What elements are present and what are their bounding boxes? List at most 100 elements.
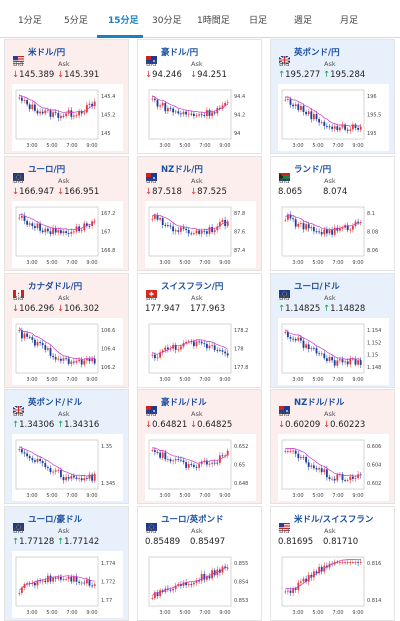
candle-up [80, 582, 83, 584]
candlestick-chart[interactable]: 0.606 0.604 0.602 3:00 5:00 7:00 9:00 [278, 434, 389, 501]
candlestick-chart[interactable]: 0.816 0.814 3:00 5:00 7:00 9:00 [278, 551, 389, 618]
currency-card[interactable]: スイスフラン/円 Bid Ask 177.947 177.963 178.2 178 177.… [137, 273, 262, 388]
candlestick-chart[interactable]: 87.8 87.6 87.4 3:00 5:00 7:00 9:00 [145, 201, 256, 268]
pair-title[interactable]: 英ポンド/円 [294, 48, 340, 58]
y-tick-label: 0.854 [234, 580, 248, 586]
candlestick-chart[interactable]: 167.2 167 166.8 3:00 5:00 7:00 9:00 [12, 201, 123, 268]
y-tick-label: 87.4 [234, 248, 245, 254]
candle-up [46, 348, 49, 350]
candle-up [224, 455, 227, 457]
ask-label: Ask [58, 527, 70, 535]
pair-title[interactable]: 豪ドル/円 [161, 48, 199, 58]
candle-down [78, 581, 81, 583]
pair-title[interactable]: 豪ドル/ドル [161, 398, 207, 408]
tab-1min[interactable]: 1分足 [18, 16, 42, 26]
plot-frame [15, 439, 99, 490]
ask-price: 8.074 [323, 187, 348, 197]
bid-price: 1.14825 [285, 304, 321, 314]
candle-down [200, 341, 203, 344]
candlestick-chart[interactable]: 0.652 0.65 0.648 3:00 5:00 7:00 9:00 [145, 434, 256, 501]
candle-down [88, 579, 91, 586]
bid-price: 0.60209 [285, 420, 321, 430]
bid-price: 195.277 [285, 70, 321, 80]
candle-up [305, 224, 308, 230]
tab-5min[interactable]: 5分足 [64, 16, 88, 26]
candle-up [208, 463, 211, 465]
candle-down [153, 98, 156, 101]
candle-down [36, 110, 39, 114]
candle-down [33, 226, 36, 229]
currency-card[interactable]: ユーロ/円 Bid Ask ↓166.947 ↓166.951 167.2 167 166.8… [4, 156, 129, 271]
candlestick-chart[interactable]: 0.855 0.854 0.853 3:00 5:00 7:00 9:00 [145, 551, 256, 618]
pair-title[interactable]: 米ドル/スイスフラン [294, 515, 374, 525]
pair-title[interactable]: ランド/円 [294, 165, 332, 175]
candlestick-chart[interactable]: 1.774 1.772 1.77 3:00 5:00 7:00 9:00 [12, 551, 123, 618]
candle-up [346, 480, 349, 481]
plot-frame [15, 323, 99, 374]
x-tick-label: 3:00 [292, 610, 303, 616]
candle-up [205, 576, 208, 580]
pair-title[interactable]: ユーロ/英ポンド [161, 515, 224, 525]
tab-1hour[interactable]: 1時間足 [197, 16, 230, 26]
currency-card[interactable]: 豪ドル/ドル Bid Ask ↓0.64821 ↓0.64825 0.652 0.65 0.6… [137, 389, 262, 504]
tab-weekly[interactable]: 週足 [294, 16, 313, 26]
y-tick-label: 145.2 [101, 113, 115, 119]
pair-title[interactable]: カナダドル/円 [28, 282, 83, 292]
candle-up [70, 231, 73, 234]
pair-title[interactable]: スイスフラン/円 [161, 282, 224, 292]
pair-title[interactable]: ユーロ/円 [28, 165, 66, 175]
currency-card[interactable]: NZドル/円 Bid Ask ↓87.518 ↓87.525 87.8 87.6 87.4 3:… [137, 156, 262, 271]
candlestick-chart[interactable]: 94.4 94.2 94 3:00 5:00 7:00 9:00 [145, 84, 256, 151]
ask-price: 145.391 [64, 70, 100, 80]
candle-up [78, 111, 81, 116]
currency-card[interactable]: 英ポンド/円 Bid Ask ↑195.277 ↑195.284 196 195.5 195 3… [270, 39, 395, 154]
candle-up [310, 348, 313, 350]
pair-title[interactable]: NZドル/円 [161, 165, 203, 175]
currency-card[interactable]: ユーロ/豪ドル Bid Ask ↑1.77128 ↑1.77142 1.774 1.772 1… [4, 506, 129, 621]
x-tick-label: 3:00 [292, 377, 303, 383]
currency-card[interactable]: 米ドル/円 Bid Ask ↓145.389 ↓145.391 145.4 145.2 145… [4, 39, 129, 154]
tab-daily[interactable]: 日足 [249, 16, 268, 26]
y-tick-label: 0.604 [367, 463, 381, 469]
candle-down [310, 574, 313, 578]
pair-title[interactable]: NZドル/ドル [294, 398, 345, 408]
y-tick-label: 106.6 [101, 328, 115, 334]
candlestick-chart[interactable]: 1.35 1.345 3:00 5:00 7:00 9:00 [12, 434, 123, 501]
currency-card[interactable]: 豪ドル/円 Bid Ask ↓94.246 ↓94.251 94.4 94.2 94 3:00 5… [137, 39, 262, 154]
candlestick-chart[interactable]: 178.2 178 177.8 3:00 5:00 7:00 9:00 [145, 318, 256, 385]
candle-up [297, 337, 300, 341]
pair-title[interactable]: ユーロ/豪ドル [28, 515, 83, 525]
currency-card[interactable]: ユーロ/英ポンド Bid Ask 0.85489 0.85497 0.855 0.854 0.… [137, 506, 262, 621]
candle-up [338, 127, 341, 131]
x-tick-label: 7:00 [66, 610, 77, 616]
au-us-flag-icon [146, 399, 157, 414]
candlestick-chart[interactable]: 8.1 8.08 8.06 3:00 5:00 7:00 9:00 [278, 201, 389, 268]
currency-card[interactable]: 米ドル/スイスフラン Bid Ask 0.81695 0.81710 0.816 0.814… [270, 506, 395, 621]
tab-30min[interactable]: 30分足 [152, 16, 182, 26]
x-tick-label: 5:00 [312, 610, 323, 616]
ask-value: 0.81710 [323, 537, 358, 547]
candlestick-chart[interactable]: 106.6 106.4 106.2 3:00 5:00 7:00 9:00 [12, 318, 123, 385]
candle-down [299, 337, 302, 341]
currency-card[interactable]: NZドル/ドル Bid Ask ↓0.60209 ↓0.60223 0.606 0.604 0… [270, 389, 395, 504]
pair-title[interactable]: ユーロ/ドル [294, 282, 340, 292]
candlestick-chart[interactable]: 145.4 145.2 145 3:00 5:00 7:00 9:00 [12, 84, 123, 151]
tab-15min[interactable]: 15分足 [108, 16, 139, 26]
candle-up [349, 562, 352, 563]
y-tick-label: 8.1 [367, 211, 375, 217]
pair-title[interactable]: 米ドル/円 [28, 48, 66, 58]
currency-card[interactable]: 英ポンド/ドル Bid Ask ↑1.34306 ↑1.34316 1.35 1.345 3:… [4, 389, 129, 504]
ask-price: 166.951 [64, 187, 100, 197]
currency-card[interactable]: カナダドル/円 Bid Ask ↓106.296 ↓106.302 106.6 106.4 1… [4, 273, 129, 388]
candlestick-chart[interactable]: 196 195.5 195 3:00 5:00 7:00 9:00 [278, 84, 389, 151]
tab-monthly[interactable]: 月足 [340, 16, 359, 26]
candle-up [318, 468, 321, 470]
candlestick-chart[interactable]: 1.154 1.152 1.15 1.148 3:00 5:00 7:00 9:00 [278, 318, 389, 385]
currency-card[interactable]: ランド/円 Bid Ask 8.065 8.074 8.1 8.08 8.06 3:00 5:00… [270, 156, 395, 271]
candle-up [349, 476, 352, 481]
currency-card[interactable]: ユーロ/ドル Bid Ask ↑1.14825 ↑1.14828 1.154 1.152 1.… [270, 273, 395, 388]
pair-title[interactable]: 英ポンド/ドル [28, 398, 83, 408]
us-ch-flag-icon [279, 516, 290, 531]
y-tick-label: 8.08 [367, 230, 378, 236]
x-tick-label: 5:00 [312, 377, 323, 383]
